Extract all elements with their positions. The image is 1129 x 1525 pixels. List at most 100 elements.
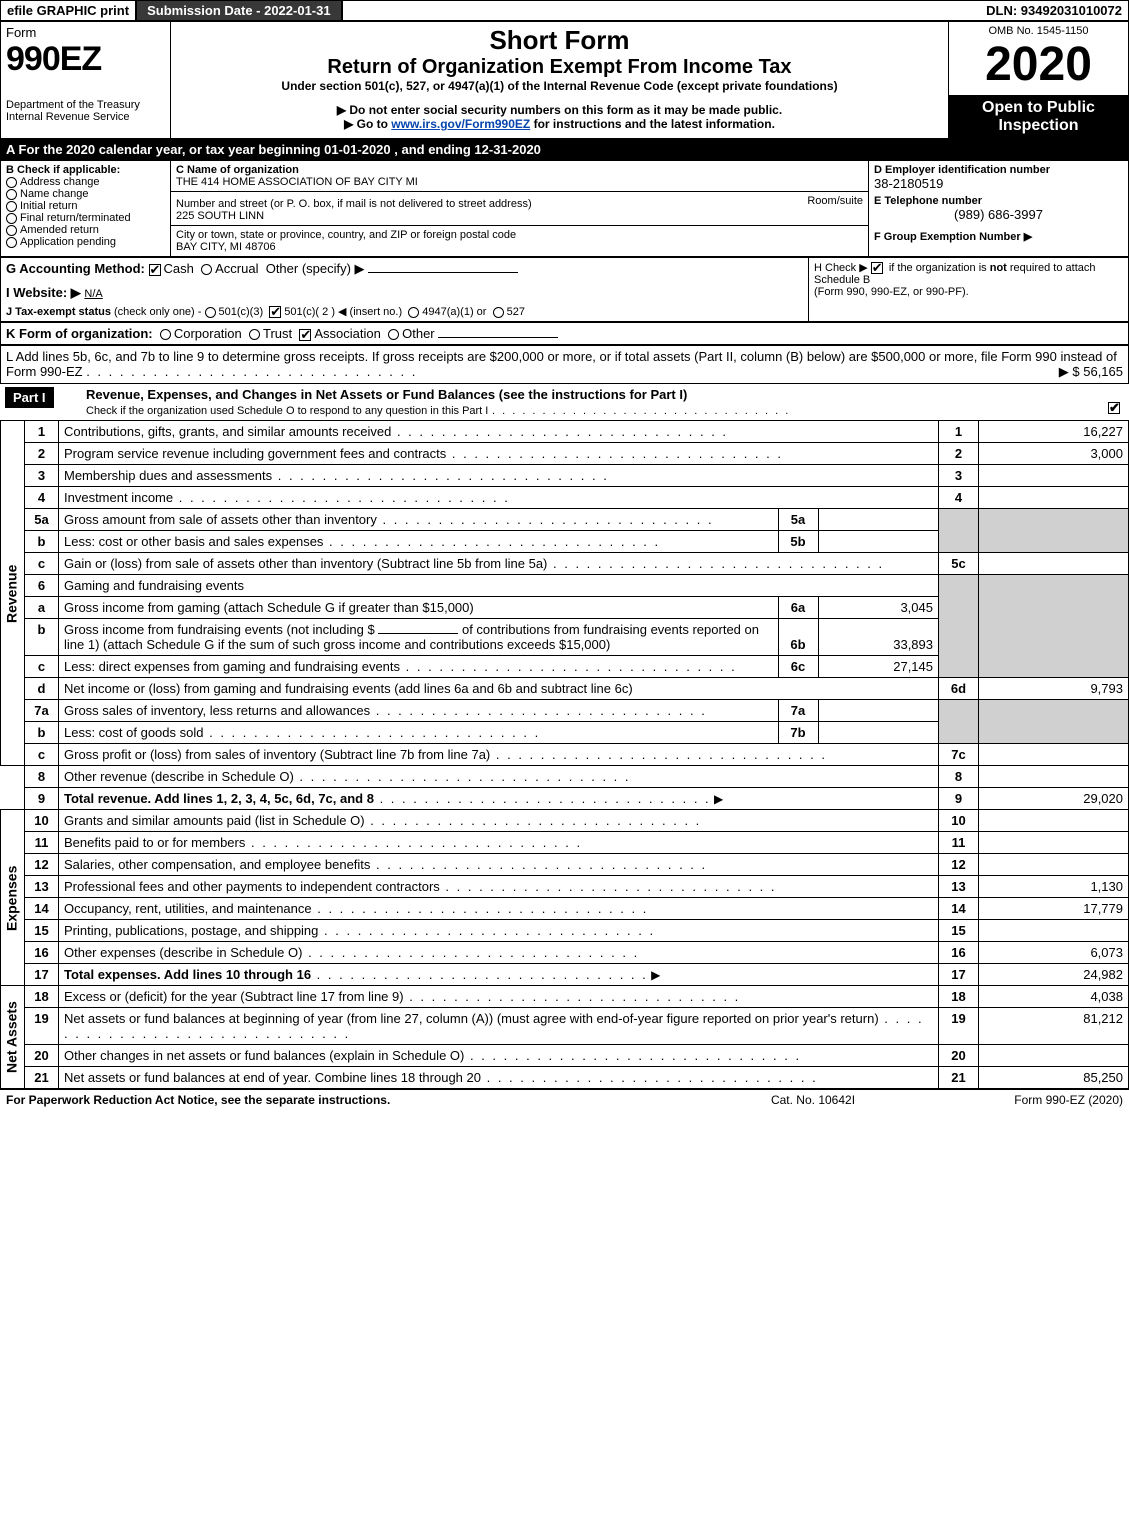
val-5c <box>979 553 1129 575</box>
rn-13: 13 <box>939 876 979 898</box>
ln-6c: c <box>25 656 59 678</box>
ln-19: 19 <box>25 1008 59 1045</box>
j-sub: (check only one) - <box>111 306 205 318</box>
omb-number: OMB No. 1545-1150 <box>954 25 1123 37</box>
ln-10: 10 <box>25 810 59 832</box>
desc-7c: Gross profit or (loss) from sales of inv… <box>64 747 490 762</box>
chk-part1-schedO[interactable] <box>1108 402 1120 414</box>
opt-final-return: Final return/terminated <box>20 212 131 224</box>
chk-final-return[interactable] <box>6 213 17 224</box>
ln-2: 2 <box>25 443 59 465</box>
room-label: Room/suite <box>807 195 863 207</box>
sl-7b: 7b <box>778 722 818 743</box>
rn-14: 14 <box>939 898 979 920</box>
chk-501c3[interactable] <box>205 307 216 318</box>
chk-cash[interactable] <box>149 264 161 276</box>
sl-5b: 5b <box>778 531 818 552</box>
goto-link[interactable]: www.irs.gov/Form990EZ <box>391 117 530 131</box>
footer-catno: Cat. No. 10642I <box>703 1093 923 1107</box>
line-g: G Accounting Method: Cash Accrual Other … <box>6 261 803 277</box>
opt-amended-return: Amended return <box>20 224 99 236</box>
form-subtitle: Return of Organization Exempt From Incom… <box>176 56 943 79</box>
k-assoc: Association <box>314 326 380 341</box>
h-text1: H Check ▶ <box>814 262 871 274</box>
revenue-section-label: Revenue <box>1 421 25 766</box>
dept-label: Department of the Treasury <box>6 99 165 111</box>
desc-18: Excess or (deficit) for the year (Subtra… <box>64 989 404 1004</box>
ln-21: 21 <box>25 1067 59 1089</box>
val-19: 81,212 <box>979 1008 1129 1045</box>
chk-other-org[interactable] <box>388 329 399 340</box>
ln-1: 1 <box>25 421 59 443</box>
box-f-label: F Group Exemption Number ▶ <box>874 230 1123 243</box>
goto-pre: ▶ Go to <box>344 117 391 131</box>
rn-2: 2 <box>939 443 979 465</box>
j-501c3: 501(c)(3) <box>219 306 264 318</box>
efile-print-label[interactable]: efile GRAPHIC print <box>1 1 135 20</box>
rn-5c: 5c <box>939 553 979 575</box>
sv-6b: 33,893 <box>818 619 938 655</box>
val-11 <box>979 832 1129 854</box>
top-bar: efile GRAPHIC print Submission Date - 20… <box>0 0 1129 21</box>
rn-11: 11 <box>939 832 979 854</box>
telephone-value: (989) 686-3997 <box>874 207 1123 222</box>
line-l: L Add lines 5b, 6c, and 7b to line 9 to … <box>0 345 1129 384</box>
chk-527[interactable] <box>493 307 504 318</box>
street-value: 225 SOUTH LINN <box>176 210 863 222</box>
val-2: 3,000 <box>979 443 1129 465</box>
desc-19: Net assets or fund balances at beginning… <box>64 1011 879 1026</box>
desc-4: Investment income <box>64 490 173 505</box>
chk-initial-return[interactable] <box>6 201 17 212</box>
k-label: K Form of organization: <box>6 326 153 341</box>
chk-application-pending[interactable] <box>6 237 17 248</box>
ln-16: 16 <box>25 942 59 964</box>
ln-15: 15 <box>25 920 59 942</box>
sl-6c: 6c <box>778 656 818 677</box>
sv-7b <box>818 722 938 743</box>
chk-address-change[interactable] <box>6 177 17 188</box>
part1-check-text: Check if the organization used Schedule … <box>86 405 488 417</box>
line-k: K Form of organization: Corporation Trus… <box>0 322 1129 345</box>
chk-h[interactable] <box>871 262 883 274</box>
box-c-label: C Name of organization <box>176 164 863 176</box>
val-9: 29,020 <box>979 788 1129 810</box>
expenses-section-label: Expenses <box>1 810 25 986</box>
sl-6b: 6b <box>778 619 818 655</box>
chk-501c[interactable] <box>269 306 281 318</box>
form-header: Form 990EZ Department of the Treasury In… <box>0 21 1129 139</box>
val-8 <box>979 766 1129 788</box>
chk-name-change[interactable] <box>6 189 17 200</box>
chk-assoc[interactable] <box>299 329 311 341</box>
irs-label: Internal Revenue Service <box>6 111 165 123</box>
rn-15: 15 <box>939 920 979 942</box>
desc-6b-1: Gross income from fundraising events (no… <box>64 622 375 637</box>
desc-10: Grants and similar amounts paid (list in… <box>64 813 365 828</box>
rn-17: 17 <box>939 964 979 986</box>
box-d-label: D Employer identification number <box>874 164 1123 176</box>
page-footer: For Paperwork Reduction Act Notice, see … <box>0 1089 1129 1110</box>
chk-accrual[interactable] <box>201 264 212 275</box>
chk-amended-return[interactable] <box>6 225 17 236</box>
g-h-row: G Accounting Method: Cash Accrual Other … <box>0 257 1129 322</box>
chk-trust[interactable] <box>249 329 260 340</box>
desc-15: Printing, publications, postage, and shi… <box>64 923 318 938</box>
val-18: 4,038 <box>979 986 1129 1008</box>
i-label: I Website: ▶ <box>6 285 81 300</box>
chk-corp[interactable] <box>160 329 171 340</box>
ln-6: 6 <box>25 575 59 597</box>
desc-5b: Less: cost or other basis and sales expe… <box>64 534 323 549</box>
val-6d: 9,793 <box>979 678 1129 700</box>
chk-4947[interactable] <box>408 307 419 318</box>
rn-8: 8 <box>939 766 979 788</box>
footer-formref: Form 990-EZ (2020) <box>923 1093 1123 1107</box>
val-12 <box>979 854 1129 876</box>
val-20 <box>979 1045 1129 1067</box>
goto-line: ▶ Go to www.irs.gov/Form990EZ for instru… <box>176 117 943 131</box>
h-text4: (Form 990, 990-EZ, or 990-PF). <box>814 286 969 298</box>
form-title: Short Form <box>176 25 943 56</box>
opt-address-change: Address change <box>20 176 100 188</box>
ln-7c: c <box>25 744 59 766</box>
form-number: 990EZ <box>6 40 165 79</box>
ln-5a: 5a <box>25 509 59 531</box>
rn-6d: 6d <box>939 678 979 700</box>
